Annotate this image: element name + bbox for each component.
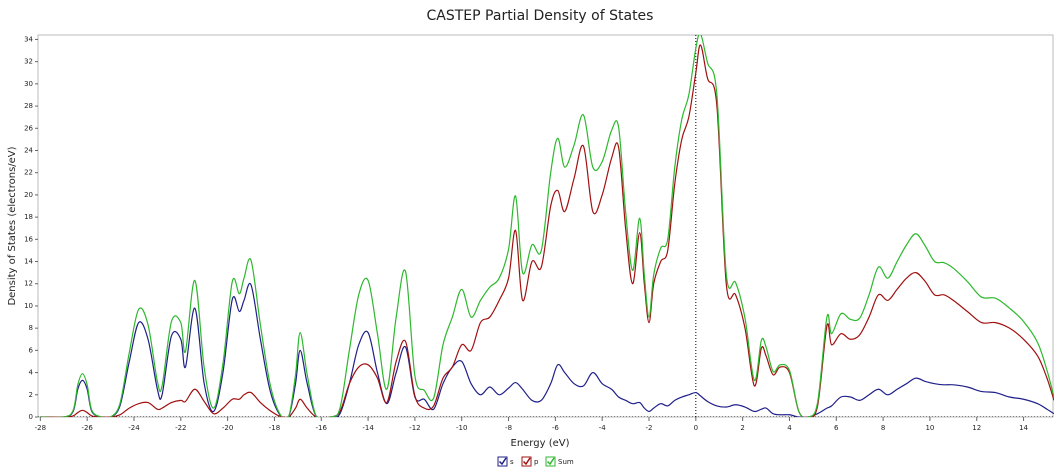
legend-label: p — [534, 458, 539, 466]
x-axis-label: Energy (eV) — [511, 438, 570, 449]
legend-check — [522, 457, 531, 466]
y-tick-label: 20 — [24, 191, 33, 199]
x-tick-label: -26 — [81, 424, 93, 432]
y-tick-label: 24 — [24, 146, 33, 154]
y-tick-label: 4 — [29, 369, 34, 377]
series-line — [40, 44, 1054, 417]
legend-checkbox[interactable] — [545, 456, 556, 467]
x-tick-label: 0 — [694, 424, 698, 432]
y-tick-label: 30 — [24, 80, 33, 88]
legend-check — [546, 457, 555, 466]
y-tick-label: 18 — [24, 213, 33, 221]
x-tick-label: -14 — [362, 424, 374, 432]
x-tick-label: -4 — [599, 424, 607, 432]
y-tick-label: 6 — [29, 346, 34, 354]
y-tick-label: 2 — [29, 391, 33, 399]
plot-frame — [37, 34, 1054, 418]
y-tick-label: 0 — [29, 413, 33, 421]
legend: s p Sum — [497, 456, 574, 467]
y-tick-label: 10 — [24, 302, 33, 310]
x-tick-label: 8 — [881, 424, 885, 432]
x-tick-label: -2 — [646, 424, 653, 432]
y-tick-label: 34 — [24, 35, 33, 43]
x-tick-label: -6 — [552, 424, 560, 432]
x-tick-label: -24 — [128, 424, 140, 432]
y-tick-label: 8 — [29, 324, 33, 332]
x-tick-label: 2 — [740, 424, 744, 432]
x-tick-label: 14 — [1019, 424, 1028, 432]
legend-checkbox[interactable] — [521, 456, 532, 467]
legend-checkbox[interactable] — [497, 456, 508, 467]
x-tick-label: -20 — [222, 424, 233, 432]
y-tick-label: 14 — [24, 258, 33, 266]
y-tick-label: 16 — [24, 235, 33, 243]
x-tick-label: 6 — [834, 424, 839, 432]
x-tick-label: -28 — [35, 424, 46, 432]
x-tick-label: 12 — [972, 424, 981, 432]
x-tick-label: 4 — [787, 424, 792, 432]
x-tick-label: -12 — [409, 424, 420, 432]
x-tick-label: 10 — [925, 424, 934, 432]
x-tick-label: -22 — [175, 424, 186, 432]
x-tick-label: -18 — [269, 424, 280, 432]
legend-label: s — [510, 458, 514, 466]
series-line — [40, 282, 1054, 417]
x-tick-label: -16 — [316, 424, 328, 432]
legend-check — [498, 457, 507, 466]
x-tick-label: -8 — [505, 424, 512, 432]
y-tick-label: 28 — [24, 102, 33, 110]
y-tick-label: 26 — [24, 124, 33, 132]
y-tick-label: 12 — [24, 280, 33, 288]
series-line — [40, 35, 1054, 417]
plot-area — [38, 35, 1054, 417]
y-tick-label: 22 — [24, 169, 33, 177]
y-tick-label: 32 — [24, 58, 33, 66]
y-axis-label: Density of States (electrons/eV) — [7, 146, 18, 305]
legend-label: Sum — [558, 458, 574, 466]
chart-title: CASTEP Partial Density of States — [427, 8, 654, 24]
x-tick-label: -10 — [456, 424, 467, 432]
